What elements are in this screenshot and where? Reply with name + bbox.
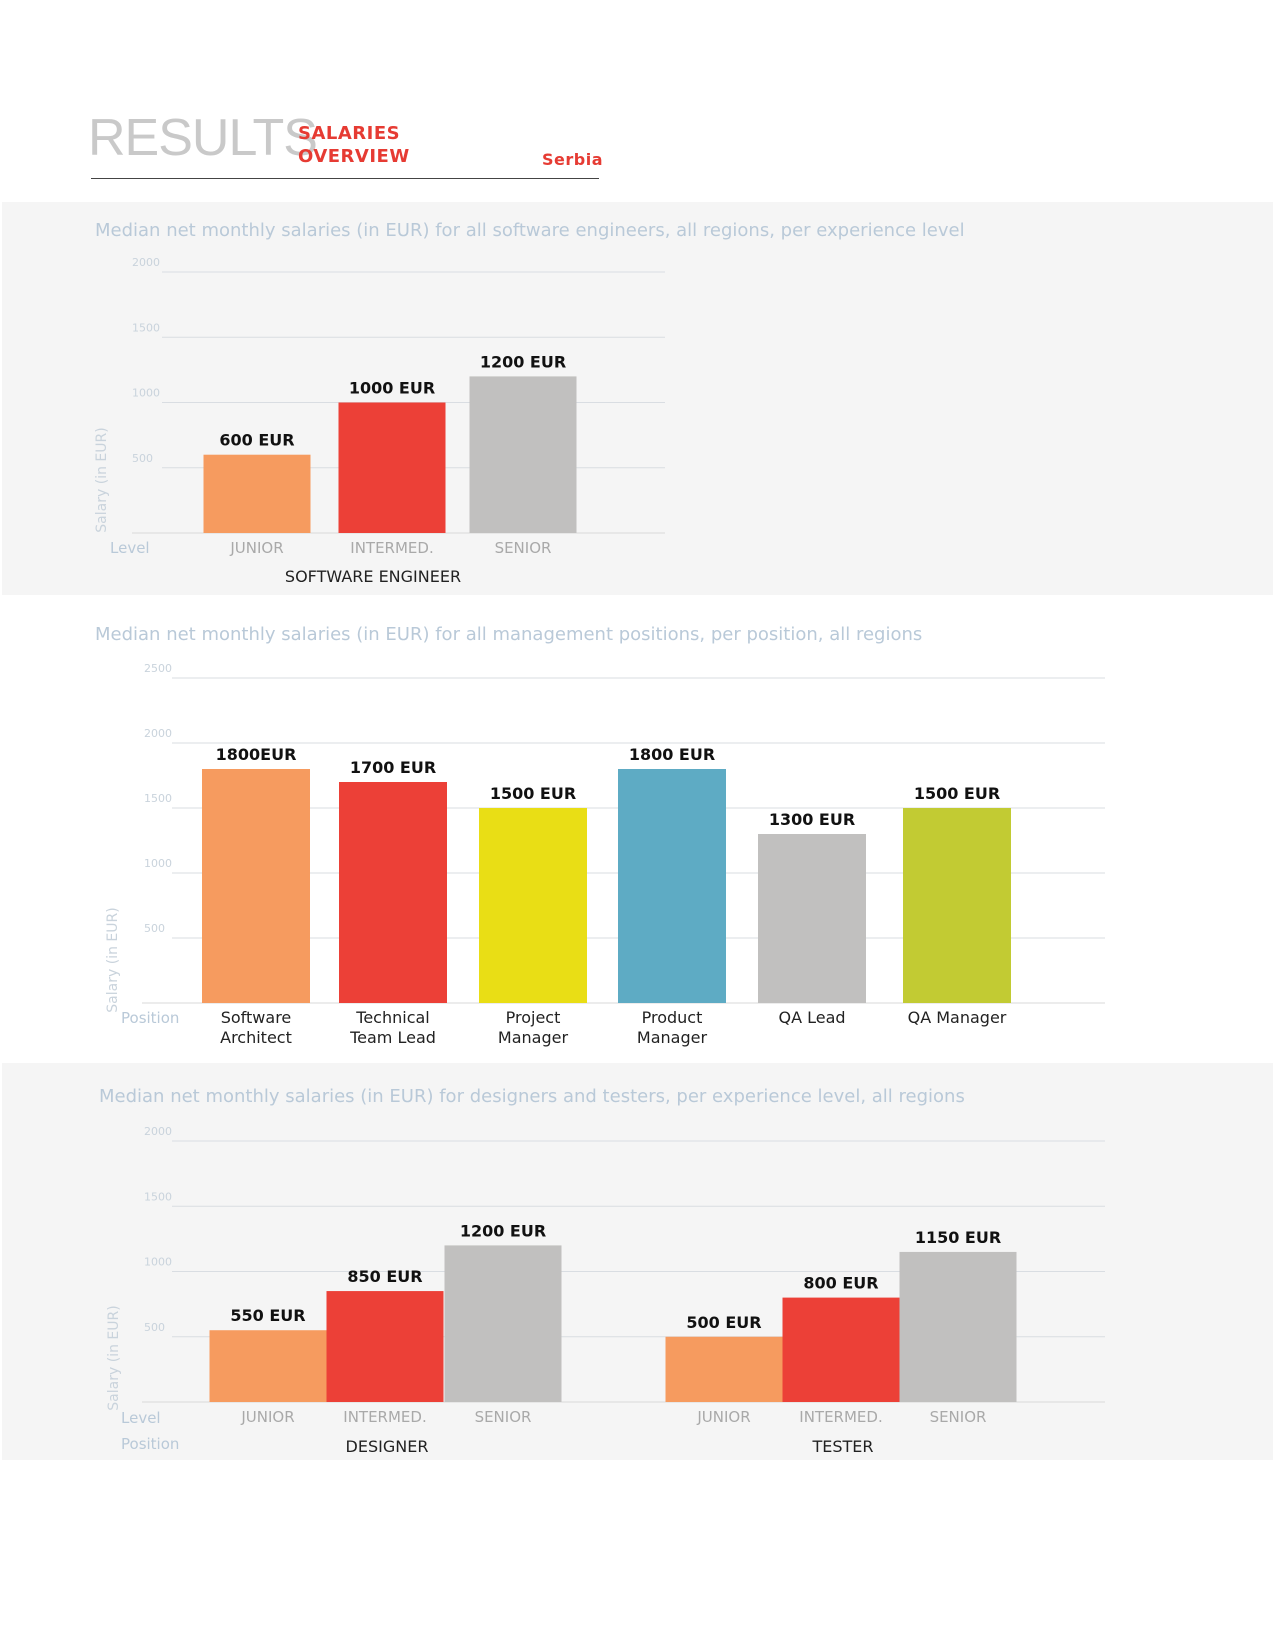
chart2-category-label: QA Manager (908, 1008, 1007, 1027)
chart1-category-label: INTERMED. (350, 539, 433, 557)
chart1-y-tick-label: 2000 (132, 256, 160, 269)
chart3-group-name: DESIGNER (346, 1437, 429, 1456)
chart2-y-tick-label: 1500 (144, 792, 172, 805)
chart3-y-axis-label: Salary (in EUR) (106, 1305, 122, 1410)
chart2-bar (339, 782, 447, 1003)
chart3-category-label: JUNIOR (240, 1408, 294, 1426)
chart2-data-label: 1800EUR (216, 745, 297, 764)
chart2-category-label: Manager (498, 1028, 569, 1047)
chart3-bar (665, 1336, 783, 1402)
chart3-category-label: JUNIOR (696, 1408, 750, 1426)
chart3-data-label: 800 EUR (803, 1274, 878, 1293)
chart2-category-label: Project (506, 1008, 561, 1027)
chart2-category-label: Software (221, 1008, 292, 1027)
chart2-bar (479, 808, 587, 1003)
country-label: Serbia (542, 150, 603, 169)
chart2-data-label: 1700 EUR (350, 758, 436, 777)
page-subtitle-line1: SALARIES (298, 123, 401, 144)
chart2-y-axis-label: Salary (in EUR) (105, 907, 121, 1012)
chart3-data-label: 1200 EUR (460, 1221, 546, 1240)
chart3-bar (782, 1297, 900, 1402)
chart1-data-label: 600 EUR (219, 431, 294, 450)
chart3-category-label: SENIOR (475, 1408, 532, 1426)
chart2-bar (618, 769, 726, 1003)
chart3-category-label: INTERMED. (799, 1408, 882, 1426)
chart3-bar (209, 1330, 327, 1402)
chart3-row-label: Level (121, 1409, 161, 1427)
chart3-row-label-2: Position (121, 1435, 179, 1453)
chart2-bar (202, 769, 310, 1003)
chart1-bar (469, 376, 577, 533)
page-title: RESULTS (88, 109, 318, 167)
chart2-row-label: Position (121, 1009, 179, 1027)
chart1-category-label: JUNIOR (229, 539, 283, 557)
chart2-title: Median net monthly salaries (in EUR) for… (95, 624, 923, 645)
chart3-group-name: TESTER (811, 1437, 873, 1456)
chart2-data-label: 1300 EUR (769, 810, 855, 829)
chart3-category-label: SENIOR (930, 1408, 987, 1426)
chart3-y-tick-label: 1000 (144, 1256, 172, 1269)
chart2-category-label: Product (642, 1008, 703, 1027)
chart1-y-tick-label: 500 (132, 452, 153, 465)
chart3-y-tick-label: 1500 (144, 1190, 172, 1203)
chart1-y-tick-label: 1000 (132, 387, 160, 400)
header-divider (91, 178, 599, 179)
chart2-y-tick-label: 500 (144, 922, 165, 935)
chart3-title: Median net monthly salaries (in EUR) for… (99, 1086, 965, 1107)
chart1-row-label: Level (110, 539, 150, 557)
chart2-category-label: Technical (355, 1008, 429, 1027)
chart3-bar (444, 1245, 562, 1402)
chart2-category-label: Manager (637, 1028, 708, 1047)
chart1-group-name: SOFTWARE ENGINEER (285, 567, 461, 586)
chart3-y-tick-label: 2000 (144, 1125, 172, 1138)
chart2-category-label: Architect (220, 1028, 292, 1047)
chart2-category-label: QA Lead (778, 1008, 845, 1027)
chart2-y-tick-label: 2000 (144, 727, 172, 740)
chart1-category-label: SENIOR (495, 539, 552, 557)
chart2-category-label: Team Lead (349, 1028, 436, 1047)
chart3-data-label: 500 EUR (686, 1313, 761, 1332)
chart1-y-tick-label: 1500 (132, 321, 160, 334)
page-subtitle-line2: OVERVIEW (298, 146, 410, 167)
chart1-bar (203, 454, 311, 533)
chart1-y-axis-label: Salary (in EUR) (94, 427, 110, 532)
chart3-category-label: INTERMED. (343, 1408, 426, 1426)
chart3-bar (326, 1291, 444, 1402)
chart2-bar (903, 808, 1011, 1003)
chart1-bar (338, 402, 446, 533)
chart3-data-label: 850 EUR (347, 1267, 422, 1286)
chart2-y-tick-label: 2500 (144, 662, 172, 675)
chart2-data-label: 1800 EUR (629, 745, 715, 764)
chart2-y-tick-label: 1000 (144, 857, 172, 870)
chart3-y-tick-label: 500 (144, 1321, 165, 1334)
chart2-data-label: 1500 EUR (490, 784, 576, 803)
chart1-title: Median net monthly salaries (in EUR) for… (95, 220, 965, 241)
chart2-bar (758, 834, 866, 1003)
chart1-data-label: 1200 EUR (480, 352, 566, 371)
chart3-data-label: 1150 EUR (915, 1228, 1001, 1247)
chart1-data-label: 1000 EUR (349, 379, 435, 398)
chart3-data-label: 550 EUR (230, 1306, 305, 1325)
chart3-bar (899, 1251, 1017, 1402)
chart2-data-label: 1500 EUR (914, 784, 1000, 803)
